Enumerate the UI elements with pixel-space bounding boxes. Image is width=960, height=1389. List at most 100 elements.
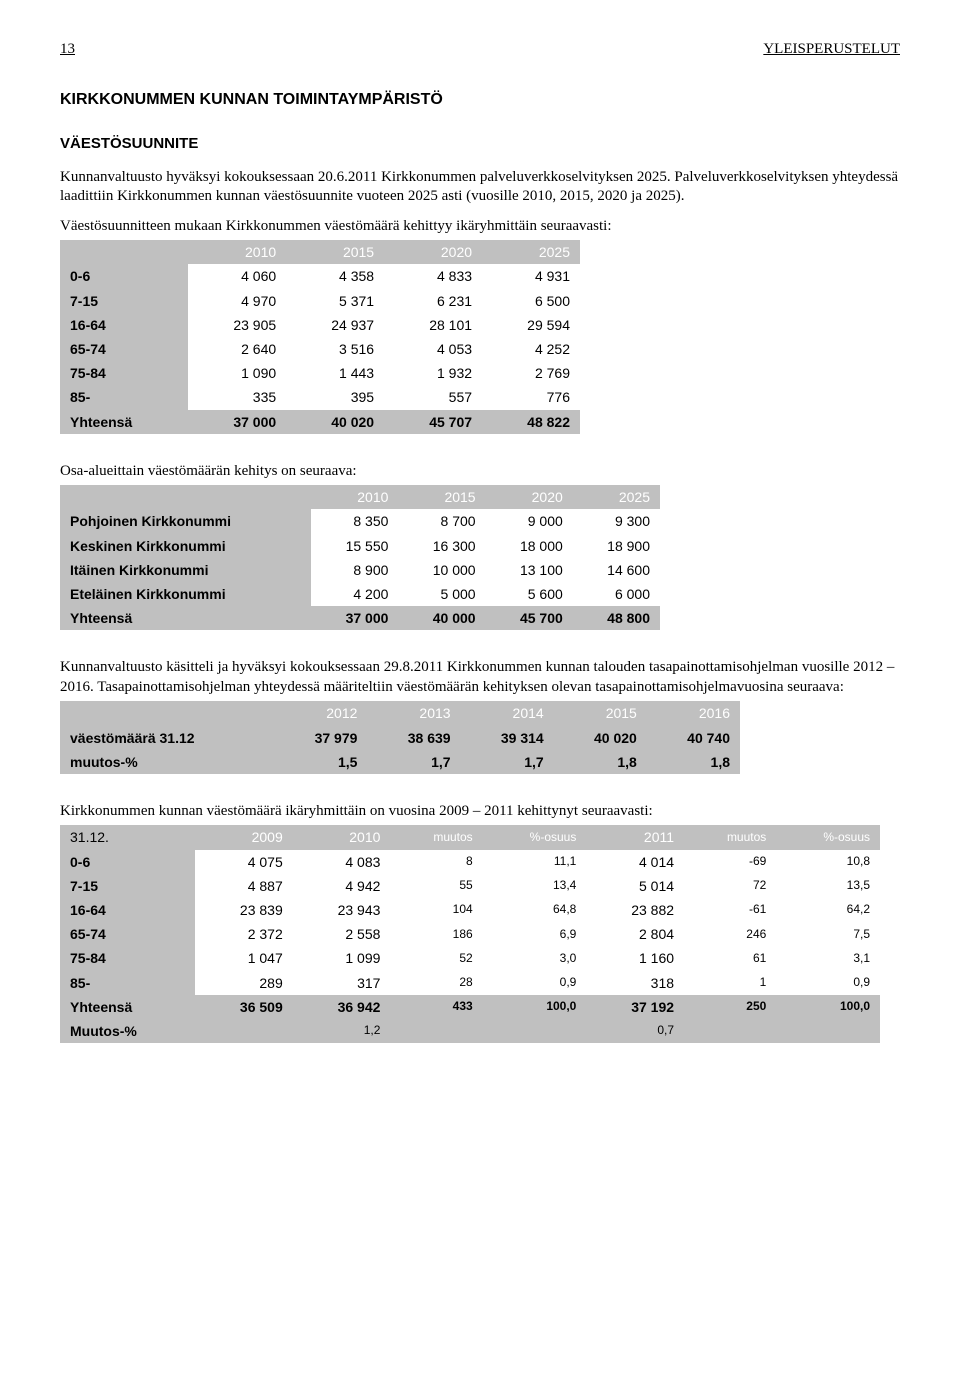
table-header: 2015 (286, 240, 384, 264)
table-cell: 4 358 (286, 264, 384, 288)
table-header: 2025 (482, 240, 580, 264)
table-row: Itäinen Kirkkonummi8 90010 00013 10014 6… (60, 558, 660, 582)
table-cell: 289 (195, 971, 293, 995)
table-cell: 65-74 (60, 337, 188, 361)
table-cell: 23 943 (293, 898, 391, 922)
table-cell: 23 905 (188, 313, 286, 337)
table-cell: Yhteensä (60, 995, 195, 1019)
table-row: 0-64 0604 3584 8334 931 (60, 264, 580, 288)
paragraph: Väestösuunnitteen mukaan Kirkkonummen vä… (60, 217, 900, 237)
table-header: %-osuus (776, 825, 880, 849)
table-row: 75-841 0901 4431 9322 769 (60, 361, 580, 385)
table-cell: 10 000 (398, 558, 485, 582)
table-cell: 40 740 (647, 726, 740, 750)
table-cell: 2 372 (195, 922, 293, 946)
table-row: väestömäärä 31.1237 97938 63939 31440 02… (60, 726, 740, 750)
table-cell: 4 970 (188, 289, 286, 313)
table-header: 2012 (274, 701, 367, 725)
table-header: 2011 (586, 825, 684, 849)
table-cell: 1 443 (286, 361, 384, 385)
table-header: muutos (684, 825, 776, 849)
table-header: 2010 (311, 485, 398, 509)
table-cell: Itäinen Kirkkonummi (60, 558, 311, 582)
table-row: Keskinen Kirkkonummi15 55016 30018 00018… (60, 534, 660, 558)
table-cell: 395 (286, 385, 384, 409)
table-cell (483, 1019, 587, 1043)
table-header: 2009 (195, 825, 293, 849)
table-cell: 557 (384, 385, 482, 409)
table-cell: 52 (390, 946, 482, 970)
table-cell: 0,9 (776, 971, 880, 995)
table-cell: 6 500 (482, 289, 580, 313)
table-cell: 40 020 (286, 410, 384, 434)
table-cell: 1,7 (367, 750, 460, 774)
table-header: 31.12. (60, 825, 195, 849)
table-cell: 85- (60, 971, 195, 995)
table-cell: 335 (188, 385, 286, 409)
table-cell: 0,7 (586, 1019, 684, 1043)
table-cell (390, 1019, 482, 1043)
table-cell: 4 887 (195, 874, 293, 898)
table-header (60, 485, 311, 509)
table-total-row: Yhteensä37 00040 00045 70048 800 (60, 606, 660, 630)
paragraph: Kirkkonummen kunnan väestömäärä ikäryhmi… (60, 802, 900, 822)
table-cell: 18 000 (486, 534, 573, 558)
table-cell: 13,4 (483, 874, 587, 898)
table-cell: 8 350 (311, 509, 398, 533)
table-cell (684, 1019, 776, 1043)
table-extra-row: Muutos-%1,20,7 (60, 1019, 880, 1043)
table-row: Eteläinen Kirkkonummi4 2005 0005 6006 00… (60, 582, 660, 606)
table-cell: 16 300 (398, 534, 485, 558)
table-cell: 100,0 (776, 995, 880, 1019)
table-cell: 23 839 (195, 898, 293, 922)
table-cell: 23 882 (586, 898, 684, 922)
table-cell: 18 900 (573, 534, 660, 558)
table-cell: 104 (390, 898, 482, 922)
table-cell: 1,8 (647, 750, 740, 774)
table-cell: 11,1 (483, 850, 587, 874)
table-cell: 4 075 (195, 850, 293, 874)
table-cell: 37 979 (274, 726, 367, 750)
table-cell: 8 900 (311, 558, 398, 582)
table-row: Pohjoinen Kirkkonummi8 3508 7009 0009 30… (60, 509, 660, 533)
table-cell: 85- (60, 385, 188, 409)
page-title: KIRKKONUMMEN KUNNAN TOIMINTAYMPÄRISTÖ (60, 90, 900, 111)
table-cell: 45 707 (384, 410, 482, 434)
table-cell: 9 000 (486, 509, 573, 533)
section-label: YLEISPERUSTELUT (763, 40, 900, 60)
table-cell: Keskinen Kirkkonummi (60, 534, 311, 558)
table-header: 2015 (398, 485, 485, 509)
table-cell: 4 053 (384, 337, 482, 361)
table-cell: 1 090 (188, 361, 286, 385)
table-cell: 5 371 (286, 289, 384, 313)
table-cell: 38 639 (367, 726, 460, 750)
table-cell: 75-84 (60, 361, 188, 385)
table-header: muutos (390, 825, 482, 849)
table-row: 16-6423 83923 94310464,823 882-6164,2 (60, 898, 880, 922)
table-cell: 6,9 (483, 922, 587, 946)
table-header: 2010 (188, 240, 286, 264)
table-cell: 8 (390, 850, 482, 874)
table-cell: 37 192 (586, 995, 684, 1019)
table-header: 2025 (573, 485, 660, 509)
table-cell: 8 700 (398, 509, 485, 533)
table-cell: Yhteensä (60, 410, 188, 434)
table-header: 2013 (367, 701, 460, 725)
table-cell: 6 000 (573, 582, 660, 606)
table-cell: 16-64 (60, 313, 188, 337)
table-total-row: Yhteensä36 50936 942433100,037 192250100… (60, 995, 880, 1019)
table-cell: 2 558 (293, 922, 391, 946)
table-cell: 1,7 (461, 750, 554, 774)
table-cell: 1 160 (586, 946, 684, 970)
population-by-age-table: 2010201520202025 0-64 0604 3584 8334 931… (60, 240, 580, 434)
table-cell: 3 516 (286, 337, 384, 361)
table-cell: 5 600 (486, 582, 573, 606)
table-cell: 5 014 (586, 874, 684, 898)
table-cell: 100,0 (483, 995, 587, 1019)
table-cell: 250 (684, 995, 776, 1019)
sub-heading: VÄESTÖSUUNNITE (60, 134, 900, 154)
table-header: 2020 (486, 485, 573, 509)
table-cell: 48 800 (573, 606, 660, 630)
table-row: 7-154 9705 3716 2316 500 (60, 289, 580, 313)
table-cell: 64,2 (776, 898, 880, 922)
